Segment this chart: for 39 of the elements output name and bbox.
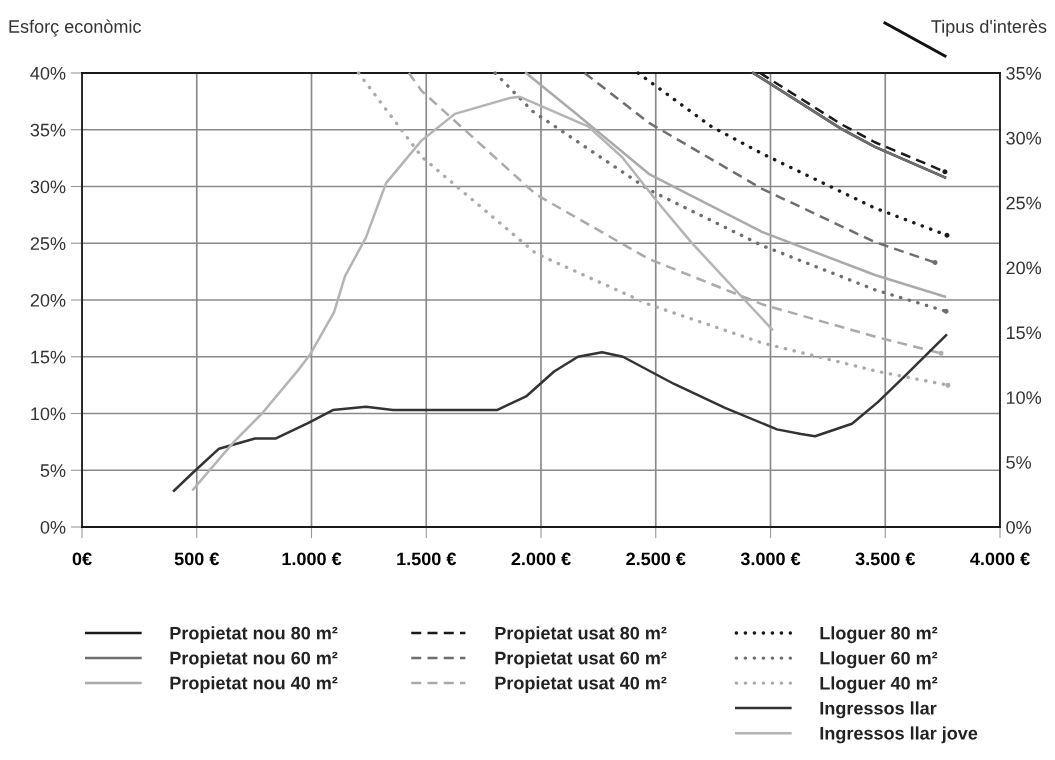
y-tick-label: 15%: [31, 350, 66, 364]
y2-tick-label: 30%: [1006, 131, 1042, 145]
y2-tick-label: 5%: [1006, 456, 1032, 469]
legend-label: Lloguer 80 m²: [820, 626, 938, 644]
legend-label: Ingressos llar: [820, 701, 937, 719]
y2-tick-label: 20%: [1006, 261, 1042, 275]
y2-axis-title: Tipus d'interès: [931, 19, 1047, 37]
legend-label: Propietat usat 60 m²: [495, 651, 667, 669]
y-tick-label: 20%: [30, 293, 66, 307]
y-tick-label: 30%: [30, 180, 66, 194]
legend-label: Propietat nou 80 m²: [170, 626, 338, 644]
x-tick-label: 2.000 €: [511, 552, 571, 566]
y-tick-label: 25%: [30, 237, 66, 250]
x-tick-label: 500 €: [174, 552, 220, 566]
x-tick-label: 1.000 €: [282, 552, 342, 566]
legend-label: Propietat usat 80 m²: [495, 626, 667, 644]
x-tick-label: 3.000 €: [740, 552, 801, 566]
x-tick-label: 2.500 €: [626, 552, 686, 566]
legend-label: Propietat usat 40 m²: [495, 676, 667, 693]
legend-label: Lloguer 60 m²: [820, 651, 938, 669]
legend-label: Lloguer 40 m²: [820, 676, 938, 694]
y2-tick-label: 25%: [1006, 196, 1042, 210]
y2-tick-label: 0%: [1006, 520, 1032, 534]
y2-tick-label: 10%: [1006, 391, 1042, 405]
y-tick-label: 0%: [40, 520, 66, 534]
x-tick-label: 3.500 €: [855, 552, 916, 566]
legend-label: Propietat nou 40 m²: [170, 676, 338, 693]
y-tick-label: 35%: [30, 123, 66, 137]
y-tick-label: 10%: [31, 407, 66, 421]
x-tick-label: 0€: [72, 552, 92, 566]
y-axis-title: Esforç econòmic: [9, 19, 141, 37]
x-tick-label: 1.500 €: [397, 552, 457, 566]
y2-tick-label: 15%: [1006, 326, 1042, 340]
legend-label: Ingressos llar jove: [820, 726, 978, 744]
y-tick-label: 5%: [40, 464, 66, 477]
y2-tick-label: 35%: [1006, 66, 1042, 80]
y-tick-label: 40%: [30, 66, 66, 80]
legend-label: Propietat nou 60 m²: [170, 651, 338, 669]
x-tick-label: 4.000 €: [970, 552, 1030, 566]
